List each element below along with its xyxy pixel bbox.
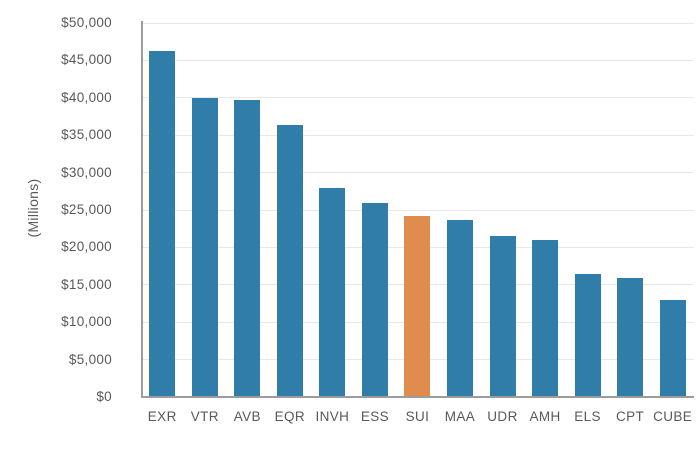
gridline: [141, 172, 694, 174]
bar-cube: [659, 299, 686, 397]
y-tick-label: $15,000: [61, 276, 112, 292]
x-axis-tick-labels: EXR VTR AVB EQR INVH ESS SUI MAA UDR AMH ELS CPT CUB…: [141, 397, 694, 424]
bar-vtr: [191, 97, 218, 397]
x-tick-label-els: ELS: [574, 409, 601, 424]
y-tick-label: $50,000: [61, 15, 112, 30]
bar-column-cpt: [609, 23, 652, 397]
y-axis-line: [141, 21, 143, 397]
x-tick-label-maa: MAA: [444, 409, 476, 424]
plot-area: [141, 21, 694, 398]
bar-els: [574, 273, 601, 397]
bar-column-udr: [481, 23, 524, 397]
x-tick-label-avb: AVB: [233, 409, 261, 424]
x-tick-label-udr: UDR: [487, 409, 518, 424]
x-axis-line: [141, 396, 694, 398]
bar-column-exr: [141, 23, 184, 397]
bar-avb: [234, 100, 261, 397]
bar-column-avb: [226, 23, 269, 397]
x-tick-label-cube: CUBE: [653, 409, 693, 424]
bar-column-cube: [651, 23, 694, 397]
x-tick-label-amh: AMH: [529, 409, 561, 424]
bar-column-els: [566, 23, 609, 397]
gridline: [141, 134, 694, 136]
y-tick-label: $25,000: [61, 202, 112, 217]
bars-group: [141, 23, 694, 397]
y-tick-label: $20,000: [61, 239, 112, 255]
x-tick-label-invh: INVH: [315, 409, 350, 424]
y-tick-label: $40,000: [61, 89, 112, 105]
bar-column-vtr: [184, 23, 227, 397]
y-tick-label: $5,000: [68, 351, 112, 367]
bar-ess: [361, 203, 388, 397]
bar-column-sui: [396, 23, 439, 397]
bar-invh: [319, 187, 346, 397]
gridline: [141, 22, 694, 24]
bar-exr: [149, 50, 176, 397]
x-tick-label-eqr: EQR: [274, 409, 306, 424]
bar-column-ess: [354, 23, 397, 397]
bar-column-maa: [439, 23, 482, 397]
gridline: [141, 209, 694, 211]
bar-column-amh: [524, 23, 567, 397]
bar-eqr: [276, 124, 303, 397]
gridline: [141, 97, 694, 99]
bar-column-invh: [311, 23, 354, 397]
gridline: [141, 59, 694, 61]
bar-column-eqr: [269, 23, 312, 397]
x-tick-label-ess: ESS: [360, 409, 390, 424]
y-tick-label: $30,000: [61, 164, 112, 180]
y-tick-label: $10,000: [61, 314, 112, 330]
bar-maa: [446, 220, 473, 397]
x-tick-label-cpt: CPT: [616, 409, 645, 424]
x-tick-label-sui: SUI: [405, 409, 430, 424]
bar-udr: [489, 236, 516, 397]
x-tick-label-exr: EXR: [147, 409, 177, 424]
y-tick-label: $45,000: [61, 52, 112, 68]
y-tick-label: $0: [96, 389, 112, 404]
y-tick-label: $35,000: [61, 127, 112, 143]
bar-amh: [532, 239, 559, 397]
bar-cpt: [617, 278, 644, 397]
x-tick-label-vtr: VTR: [190, 409, 219, 424]
bar-sui: [404, 215, 431, 397]
